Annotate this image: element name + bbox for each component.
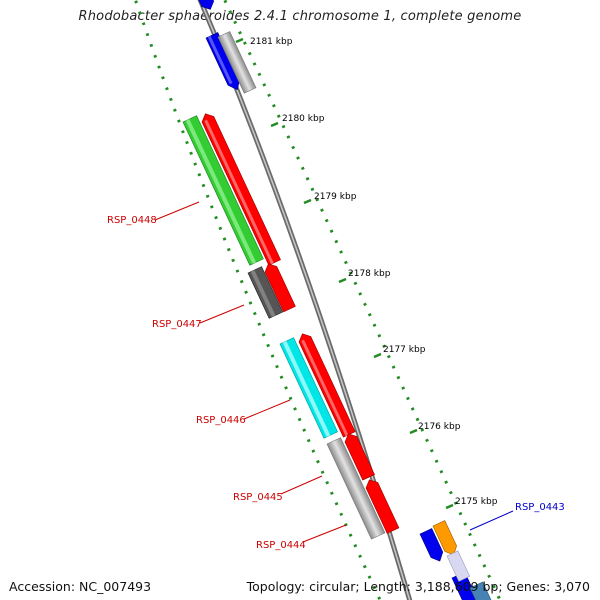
kbp-tick — [409, 428, 418, 435]
gene-label-rsp-0445[interactable]: RSP_0445 — [233, 492, 283, 503]
gene-feature-rsp-0445[interactable] — [326, 437, 386, 540]
gene-label-leader — [469, 510, 514, 531]
gene-feature-red-4[interactable] — [342, 431, 375, 481]
gene-feature-red-2[interactable] — [262, 261, 296, 313]
kbp-tick — [303, 198, 312, 205]
kbp-tick — [338, 277, 347, 284]
kbp-tick — [373, 352, 382, 359]
gene-label-leader — [199, 304, 245, 324]
gene-label-leader — [243, 399, 291, 420]
outer-scale-ring — [223, 0, 502, 600]
kbp-tick — [270, 121, 279, 128]
kbp-tick — [235, 37, 244, 44]
gene-feature-lavender[interactable] — [446, 550, 471, 582]
gene-label-rsp-0446[interactable]: RSP_0446 — [196, 415, 246, 426]
kbp-label: 2176 kbp — [418, 422, 461, 432]
gene-feature-orange[interactable] — [432, 520, 460, 558]
kbp-tick — [445, 503, 454, 510]
gene-feature-blue-top[interactable] — [205, 32, 243, 93]
gene-label-leader — [280, 475, 323, 495]
kbp-label: 2178 kbp — [348, 269, 391, 279]
gene-feature-rsp-0447[interactable] — [247, 266, 284, 319]
gene-feature-gray-top[interactable] — [217, 31, 257, 94]
kbp-label: 2180 kbp — [282, 114, 325, 124]
gene-label-rsp-0444[interactable]: RSP_0444 — [256, 540, 306, 551]
kbp-label: 2175 kbp — [455, 497, 498, 507]
gene-label-rsp-0447[interactable]: RSP_0447 — [152, 319, 202, 330]
gene-feature-blue-edge[interactable] — [195, 0, 216, 12]
gene-feature-red-1[interactable] — [199, 111, 281, 266]
map-title: Rhodobacter sphaeroides 2.4.1 chromosome… — [78, 9, 522, 24]
gene-label-leader — [302, 524, 347, 543]
gene-label-rsp-0448[interactable]: RSP_0448 — [107, 215, 157, 226]
gene-feature-rsp-0446[interactable] — [279, 337, 338, 439]
gene-feature-rsp-0448[interactable] — [182, 115, 264, 266]
gene-feature-blue-bottom[interactable] — [419, 528, 446, 564]
gene-label-rsp-0443[interactable]: RSP_0443 — [515, 502, 565, 513]
kbp-label: 2179 kbp — [314, 192, 357, 202]
accession-text: Accession: NC_007493 — [9, 579, 152, 594]
gene-label-leader — [154, 201, 200, 221]
kbp-label: 2181 kbp — [250, 37, 293, 47]
gene-feature-red-5[interactable] — [363, 477, 400, 534]
kbp-label: 2177 kbp — [383, 345, 426, 355]
gene-feature-steel-partial[interactable] — [469, 581, 492, 600]
genome-summary-text: Topology: circular; Length: 3,188,609 bp… — [246, 579, 590, 594]
inner-scale-ring — [133, 0, 382, 600]
